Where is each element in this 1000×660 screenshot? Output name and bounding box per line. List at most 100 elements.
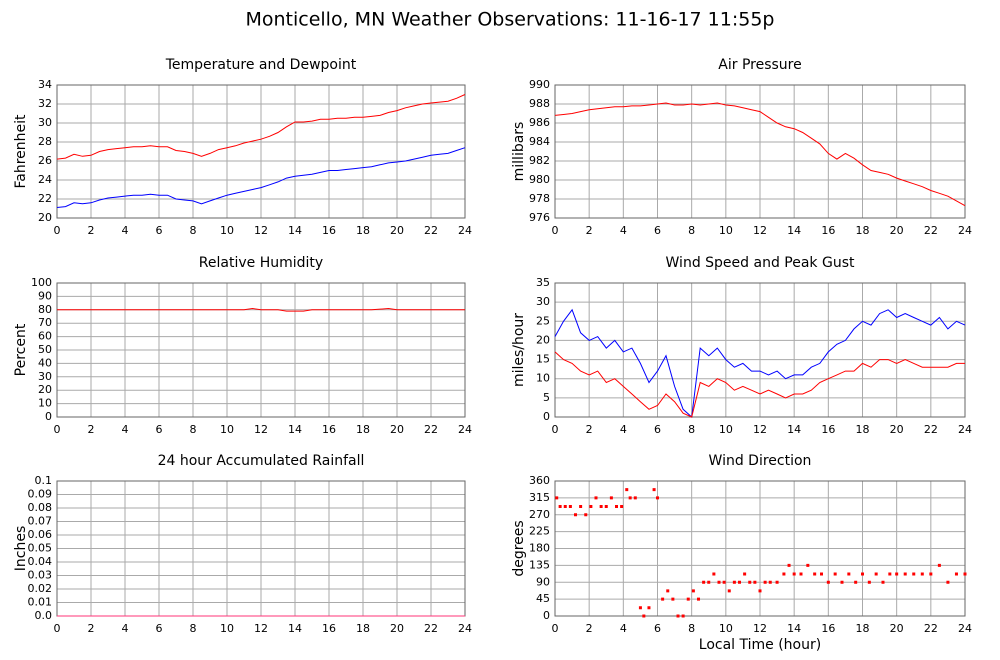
y-tick-label: 0.0 <box>35 609 53 622</box>
x-tick-label: 18 <box>356 622 370 635</box>
y-tick-label: 90 <box>38 289 52 302</box>
data-point <box>738 580 741 584</box>
y-tick-label: 360 <box>529 474 550 487</box>
data-point <box>861 572 864 576</box>
x-tick-label: 16 <box>322 622 336 635</box>
x-tick-label: 24 <box>958 224 972 237</box>
y-tick-label: 0.05 <box>28 542 53 555</box>
x-tick-label: 0 <box>54 423 61 436</box>
x-tick-label: 8 <box>688 423 695 436</box>
data-point <box>717 580 721 584</box>
x-tick-label: 18 <box>856 423 870 436</box>
data-point <box>628 496 632 500</box>
data-point <box>671 597 675 601</box>
data-point <box>656 496 659 500</box>
y-tick-label: 982 <box>529 154 550 167</box>
x-tick-label: 6 <box>156 423 163 436</box>
x-tick-label: 10 <box>719 423 733 436</box>
y-tick-label: 0.08 <box>28 501 53 514</box>
data-point <box>888 572 892 576</box>
x-tick-label: 24 <box>458 622 472 635</box>
data-point <box>666 589 670 593</box>
data-point <box>929 572 933 576</box>
y-tick-label: 180 <box>529 542 550 555</box>
x-tick-label: 10 <box>220 423 234 436</box>
y-tick-label: 26 <box>38 154 52 167</box>
data-point <box>599 505 603 508</box>
data-point <box>937 563 941 567</box>
y-tick-label: 0 <box>45 410 52 423</box>
x-tick-label: 20 <box>890 622 904 635</box>
y-tick-label: 20 <box>38 211 52 224</box>
data-point <box>946 580 950 584</box>
data-point <box>574 513 577 517</box>
y-tick-label: 22 <box>38 192 52 205</box>
y-tick-label: 28 <box>38 135 52 148</box>
x-tick-label: 0 <box>54 224 61 237</box>
data-point <box>787 563 791 567</box>
data-point <box>568 505 572 508</box>
x-tick-label: 10 <box>220 224 234 237</box>
x-tick-label: 18 <box>856 224 870 237</box>
x-tick-label: 18 <box>356 423 370 436</box>
data-point <box>686 597 690 601</box>
x-tick-label: 14 <box>787 423 801 436</box>
x-tick-label: 4 <box>620 622 627 635</box>
x-tick-label: 24 <box>958 622 972 635</box>
y-tick-label: 20 <box>38 383 52 396</box>
x-tick-label: 12 <box>254 622 268 635</box>
x-tick-label: 12 <box>753 423 767 436</box>
data-point <box>727 589 731 593</box>
x-tick-label: 4 <box>620 224 627 237</box>
x-tick-label: 16 <box>322 423 336 436</box>
x-tick-label: 12 <box>254 224 268 237</box>
chart-title: Air Pressure <box>718 57 801 73</box>
data-line <box>57 307 465 312</box>
x-tick-label: 20 <box>390 622 404 635</box>
x-tick-label: 10 <box>719 224 733 237</box>
y-tick-label: 60 <box>38 330 52 343</box>
x-tick-label: 14 <box>288 224 302 237</box>
data-point <box>652 488 656 492</box>
data-line <box>56 94 466 160</box>
x-tick-label: 24 <box>458 224 472 237</box>
data-point <box>775 580 779 584</box>
y-tick-label: 34 <box>38 78 52 91</box>
data-point <box>867 580 871 584</box>
x-tick-label: 22 <box>924 622 938 635</box>
x-tick-label: 16 <box>821 224 835 237</box>
y-tick-label: 20 <box>536 333 550 346</box>
data-point <box>589 505 593 508</box>
y-tick-label: 25 <box>536 314 550 327</box>
y-tick-label: 32 <box>38 97 52 110</box>
y-tick-label: 90 <box>536 575 550 588</box>
x-tick-label: 22 <box>424 224 438 237</box>
x-tick-label: 14 <box>288 423 302 436</box>
data-point <box>903 572 907 576</box>
data-point <box>707 580 711 584</box>
data-point <box>647 606 651 610</box>
data-point <box>854 580 858 584</box>
data-point <box>895 572 899 576</box>
y-axis-label: miles/hour <box>511 313 527 387</box>
x-tick-label: 8 <box>688 622 695 635</box>
y-tick-label: 10 <box>536 372 550 385</box>
data-line <box>56 147 466 208</box>
y-tick-label: 0 <box>543 410 550 423</box>
x-tick-label: 20 <box>390 423 404 436</box>
y-axis-label: millibars <box>511 122 527 182</box>
chart-title: Wind Direction <box>709 453 812 469</box>
y-tick-label: 270 <box>529 508 550 521</box>
x-tick-label: 0 <box>552 423 559 436</box>
data-point <box>782 572 786 576</box>
x-tick-label: 4 <box>620 423 627 436</box>
data-point <box>753 580 757 584</box>
x-tick-label: 16 <box>821 622 835 635</box>
x-tick-label: 2 <box>88 622 95 635</box>
y-tick-label: 10 <box>38 397 52 410</box>
x-tick-label: 22 <box>424 622 438 635</box>
y-tick-label: 24 <box>38 173 52 186</box>
data-line <box>554 102 966 207</box>
x-tick-label: 2 <box>88 423 95 436</box>
y-tick-label: 50 <box>38 343 52 356</box>
